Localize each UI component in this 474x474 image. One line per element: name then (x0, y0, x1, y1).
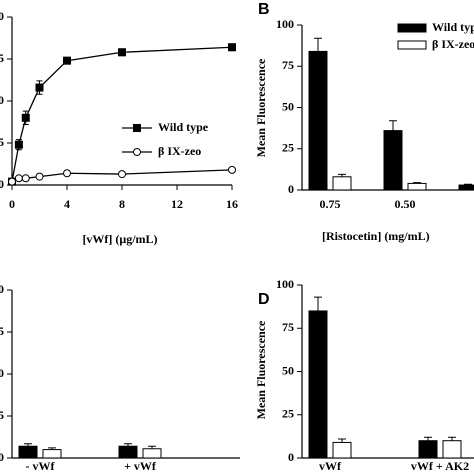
x-tick-label: 0.50 (395, 197, 416, 211)
y-tick-label: 100 (276, 277, 294, 291)
marker (35, 172, 44, 181)
bar (42, 449, 62, 459)
y-tick-label: 25 (282, 141, 294, 155)
y-tick-label: 75 (282, 58, 294, 72)
x-tick-label: vWf + AK2 (411, 459, 469, 473)
x-tick-label: - vWf (26, 459, 56, 473)
marker (35, 83, 44, 92)
y-tick-label: 100 (0, 9, 4, 23)
x-tick-label: vWf (319, 459, 342, 473)
error-bar (148, 445, 156, 449)
error-bar (448, 436, 456, 441)
marker (63, 56, 71, 65)
y-tick-label: 75 (0, 51, 4, 65)
x-tick-label: 4 (64, 197, 70, 211)
error-bar (413, 182, 421, 184)
legend-label: β IX-zeo (432, 37, 474, 51)
legend-swatch (397, 40, 427, 50)
x-tick-label: 12 (171, 197, 183, 211)
legend-label: Wild type (158, 120, 209, 134)
marker (228, 43, 236, 52)
x-tick-label: 0 (9, 197, 15, 211)
y-tick-label: 75 (0, 324, 4, 338)
y-tick-label: 25 (282, 407, 294, 421)
error-bar (389, 120, 397, 131)
bar (308, 310, 328, 459)
error-bar (24, 443, 32, 447)
marker (63, 169, 71, 178)
legend-label: β IX-zeo (158, 144, 201, 158)
bar (18, 445, 38, 459)
bar (418, 440, 438, 459)
y-tick-label: 50 (282, 363, 294, 377)
error-bar (314, 296, 322, 311)
error-bar (48, 447, 56, 450)
y-tick-label: 50 (0, 366, 4, 380)
error-bar (338, 173, 346, 177)
bar (332, 176, 352, 191)
y-tick-label: 0 (0, 450, 4, 464)
y-tick-label: 0 (0, 177, 4, 191)
bar (332, 441, 352, 459)
marker (8, 177, 16, 186)
y-tick-label: 0 (288, 450, 294, 464)
marker (118, 48, 126, 57)
y-axis-label: Mean Fluorescence (254, 320, 268, 419)
bar (308, 50, 328, 191)
marker (14, 174, 23, 183)
x-tick-label: 0.75 (320, 197, 341, 211)
x-tick-label: 8 (119, 197, 125, 211)
marker (118, 170, 126, 179)
error-bar (314, 37, 322, 52)
marker (21, 174, 30, 183)
error-bar (338, 438, 346, 443)
x-axis-label: [Ristocetin] (mg/mL) (322, 229, 430, 243)
bar (383, 130, 403, 191)
y-axis-label: Mean Fluorescence (254, 58, 268, 157)
y-tick-label: 25 (0, 408, 4, 422)
marker (14, 140, 23, 149)
y-tick-label: 50 (282, 99, 294, 113)
marker (228, 165, 236, 174)
legend-label: Wild type (432, 20, 474, 34)
legend-marker (133, 148, 141, 156)
error-bar (424, 436, 432, 441)
bar (458, 184, 474, 191)
bar (442, 440, 462, 459)
legend-marker (133, 124, 141, 132)
legend-swatch (397, 23, 427, 33)
error-bar (464, 183, 472, 186)
x-axis-label: [vWf] (μg/mL) (82, 232, 157, 246)
bar (142, 448, 162, 459)
panel-label: D (258, 291, 270, 308)
y-tick-label: 0 (288, 182, 294, 196)
y-tick-label: 25 (0, 135, 4, 149)
y-tick-label: 75 (282, 320, 294, 334)
x-tick-label: 16 (226, 197, 238, 211)
bar (118, 445, 138, 459)
series-line (11, 46, 233, 182)
error-bar (124, 443, 132, 447)
y-tick-label: 50 (0, 93, 4, 107)
panel-label: B (258, 1, 270, 18)
x-tick-label: + vWf (124, 459, 157, 473)
y-tick-label: 100 (276, 17, 294, 31)
marker (21, 113, 30, 122)
bar (407, 182, 427, 191)
y-tick-label: 100 (0, 282, 4, 296)
